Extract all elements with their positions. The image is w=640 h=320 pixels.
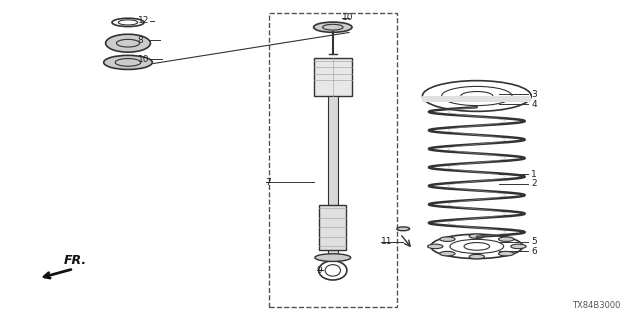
Ellipse shape xyxy=(499,252,514,256)
Ellipse shape xyxy=(469,254,484,259)
Bar xyxy=(269,13,397,307)
Ellipse shape xyxy=(428,244,443,249)
Text: FR.: FR. xyxy=(64,254,87,267)
Text: 4: 4 xyxy=(531,100,537,108)
Text: 11: 11 xyxy=(381,237,392,246)
Ellipse shape xyxy=(440,252,455,256)
Text: 8: 8 xyxy=(138,36,143,44)
Text: 12: 12 xyxy=(138,16,149,25)
Text: 7: 7 xyxy=(266,178,271,187)
Ellipse shape xyxy=(440,237,455,241)
Bar xyxy=(328,96,338,256)
Ellipse shape xyxy=(469,234,484,238)
FancyBboxPatch shape xyxy=(319,205,346,250)
Text: 9: 9 xyxy=(317,266,323,275)
Ellipse shape xyxy=(397,227,410,231)
Text: 10: 10 xyxy=(342,13,354,22)
FancyBboxPatch shape xyxy=(314,58,352,96)
Ellipse shape xyxy=(499,237,514,241)
Ellipse shape xyxy=(511,244,526,249)
Ellipse shape xyxy=(106,34,150,52)
Ellipse shape xyxy=(315,254,351,261)
Text: TX84B3000: TX84B3000 xyxy=(572,301,621,310)
Text: 3: 3 xyxy=(531,90,537,99)
Text: 6: 6 xyxy=(531,247,537,256)
Ellipse shape xyxy=(104,55,152,69)
Text: 2: 2 xyxy=(531,180,537,188)
Text: 5: 5 xyxy=(531,237,537,246)
Ellipse shape xyxy=(314,22,352,32)
Bar xyxy=(422,96,531,102)
Text: 10: 10 xyxy=(138,55,149,64)
Text: 1: 1 xyxy=(531,170,537,179)
